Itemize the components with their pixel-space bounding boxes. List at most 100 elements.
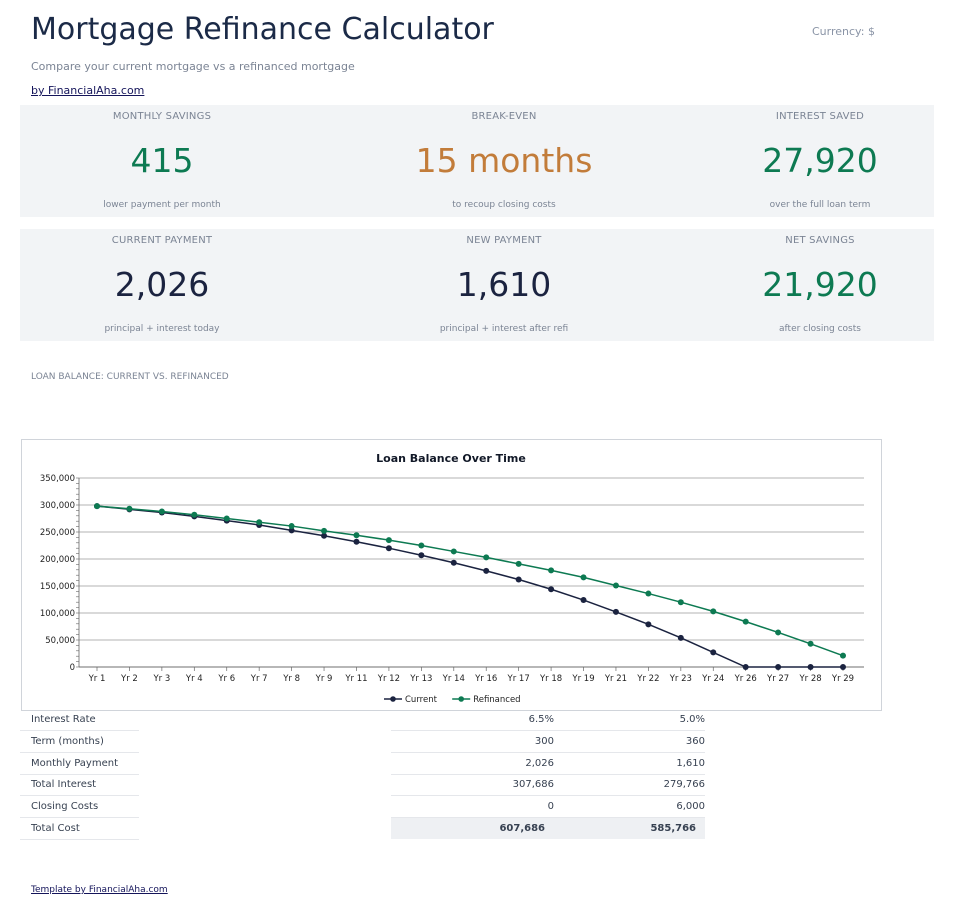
new-value: 5.0% — [554, 709, 705, 731]
data-point — [158, 508, 165, 515]
x-tick-label: Yr 4 — [185, 674, 203, 684]
currency-label: Currency: $ — [812, 25, 875, 38]
current-value: 6.5% — [391, 709, 554, 731]
kpi-label: NEW PAYMENT — [466, 235, 542, 246]
data-point — [677, 634, 684, 641]
x-tick-label: Yr 24 — [701, 674, 724, 684]
kpi-note: lower payment per month — [103, 200, 221, 210]
x-tick-label: Yr 17 — [507, 674, 530, 684]
data-point — [223, 515, 230, 522]
data-point — [840, 652, 846, 659]
row-label: Term (months) — [20, 731, 139, 753]
row-label: Closing Costs — [20, 796, 139, 819]
kpi-row-top: MONTHLY SAVINGS 415 lower payment per mo… — [20, 105, 934, 217]
kpi-net-savings: NET SAVINGS 21,920 after closing costs — [670, 229, 954, 341]
data-point — [677, 599, 684, 606]
x-tick-label: Yr 27 — [766, 674, 789, 684]
x-tick-label: Yr 7 — [250, 674, 268, 684]
page-subtitle: Compare your current mortgage vs a refin… — [31, 60, 355, 73]
data-point — [385, 545, 392, 552]
table-row-total: Total Cost 607,686 585,766 — [20, 818, 710, 840]
table-row: Closing Costs 0 6,000 — [20, 796, 710, 819]
data-point — [580, 574, 587, 581]
y-tick-label: 200,000 — [40, 555, 75, 565]
kpi-monthly-savings: MONTHLY SAVINGS 415 lower payment per mo… — [12, 105, 312, 217]
data-point — [353, 538, 360, 545]
kpi-note: after closing costs — [779, 324, 861, 334]
current-value: 300 — [391, 731, 554, 753]
kpi-label: CURRENT PAYMENT — [111, 235, 213, 246]
data-point — [775, 664, 782, 670]
y-tick-label: 150,000 — [40, 582, 75, 592]
data-point — [645, 590, 652, 597]
x-tick-label: Yr 11 — [344, 674, 367, 684]
table-row: Interest Rate 6.5% 5.0% — [20, 709, 710, 731]
current-value: 307,686 — [391, 774, 554, 797]
table-row: Term (months) 300 360 — [20, 731, 710, 753]
new-value: 360 — [554, 731, 705, 753]
x-tick-label: Yr 1 — [88, 674, 106, 684]
kpi-label: INTEREST SAVED — [775, 111, 865, 122]
series-line-current — [96, 505, 843, 668]
x-tick-label: Yr 8 — [282, 674, 300, 684]
data-point — [321, 532, 328, 539]
kpi-new-payment: NEW PAYMENT 1,610 principal + interest a… — [354, 229, 654, 341]
kpi-note: principal + interest today — [104, 324, 220, 334]
data-point — [840, 664, 846, 670]
data-point — [710, 649, 717, 656]
table-row: Monthly Payment 2,026 1,610 — [20, 753, 710, 775]
data-point — [807, 664, 814, 670]
data-point — [450, 548, 457, 555]
data-point — [515, 560, 522, 567]
x-tick-label: Yr 29 — [831, 674, 854, 684]
data-point — [288, 523, 295, 530]
legend-swatch-marker — [390, 696, 396, 702]
byline-link[interactable]: by FinancialAha.com — [31, 84, 145, 97]
data-point — [321, 527, 328, 534]
legend-label: Refinanced — [473, 695, 520, 705]
y-tick-label: 250,000 — [40, 528, 75, 538]
data-point — [612, 582, 619, 589]
new-value: 585,766 — [554, 818, 705, 839]
data-point — [418, 552, 425, 559]
kpi-value: 21,920 — [762, 265, 878, 304]
kpi-value: 1,610 — [456, 265, 552, 304]
current-value: 607,686 — [391, 818, 554, 839]
chart-title: Loan Balance Over Time — [376, 452, 526, 465]
row-label: Interest Rate — [20, 709, 139, 731]
footer-link[interactable]: Template by FinancialAha.com — [31, 885, 168, 895]
data-point — [612, 608, 619, 615]
new-value: 279,766 — [554, 774, 705, 797]
data-point — [126, 505, 133, 512]
kpi-interest-saved: INTEREST SAVED 27,920 over the full loan… — [670, 105, 954, 217]
x-tick-label: Yr 18 — [539, 674, 562, 684]
data-point — [548, 586, 555, 593]
current-value: 2,026 — [391, 753, 554, 775]
data-point — [548, 567, 555, 574]
data-point — [94, 503, 100, 510]
data-point — [483, 554, 490, 561]
x-tick-label: Yr 28 — [798, 674, 821, 684]
data-point — [807, 640, 814, 647]
data-point — [191, 511, 198, 518]
data-point — [775, 629, 782, 636]
kpi-label: MONTHLY SAVINGS — [112, 111, 212, 122]
data-point — [515, 576, 522, 583]
kpi-label: NET SAVINGS — [785, 235, 855, 246]
data-point — [256, 519, 263, 526]
x-tick-label: Yr 14 — [442, 674, 465, 684]
data-point — [580, 597, 587, 604]
kpi-break-even: BREAK-EVEN 15 months to recoup closing c… — [354, 105, 654, 217]
series-line-refinanced — [96, 505, 844, 657]
x-tick-label: Yr 3 — [152, 674, 170, 684]
data-point — [645, 621, 652, 628]
x-tick-label: Yr 16 — [474, 674, 497, 684]
kpi-label: BREAK-EVEN — [471, 111, 537, 122]
kpi-value: 15 months — [415, 141, 593, 180]
x-tick-label: Yr 22 — [636, 674, 659, 684]
kpi-note: principal + interest after refi — [439, 324, 569, 334]
legend-label: Current — [405, 695, 438, 705]
data-point — [353, 532, 360, 539]
y-tick-label: 300,000 — [40, 501, 75, 511]
section-label: LOAN BALANCE: CURRENT VS. REFINANCED — [31, 372, 229, 382]
